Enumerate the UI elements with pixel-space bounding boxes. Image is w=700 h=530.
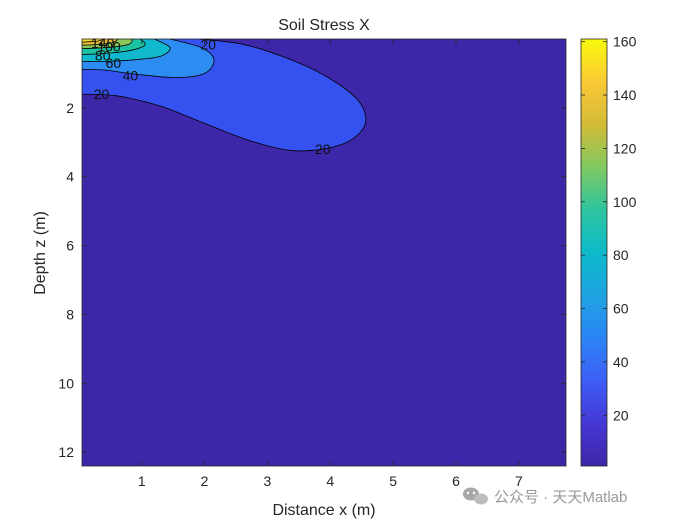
colorbar-tick-label-80: 80	[613, 247, 629, 263]
contour-fill-140	[82, 39, 104, 43]
contour-line-80	[82, 39, 146, 55]
contour-line-40	[82, 39, 215, 79]
x-tick-label-5: 5	[389, 473, 397, 489]
watermark-text: 公众号 · 天天Matlab	[494, 489, 627, 506]
wechat-icon	[463, 487, 488, 505]
contour-line-100	[82, 39, 133, 49]
x-tick-label-3: 3	[264, 473, 272, 489]
y-tick-label-4: 4	[66, 169, 74, 185]
colorbar-tick-label-100: 100	[613, 194, 637, 210]
colorbar	[580, 38, 608, 467]
colorbar-tick-label-140: 140	[613, 87, 637, 103]
axes-box	[81, 38, 567, 467]
y-tick-label-12: 12	[58, 444, 74, 460]
contour-label-140: 140	[91, 35, 115, 51]
y-tick-label-6: 6	[66, 238, 74, 254]
colorbar-tick-label-120: 120	[613, 140, 637, 156]
colorbar-tick-label-160: 160	[613, 34, 637, 50]
x-tick-label-2: 2	[201, 473, 209, 489]
colorbar-tick-label-60: 60	[613, 301, 629, 317]
y-axis-ticks: 2 4 6 8 10 12	[58, 100, 566, 460]
contour-label-80: 80	[95, 48, 111, 64]
contour-line-120	[82, 39, 119, 46]
colorbar-ticks: 20 40 60 80 100 120 140 160	[581, 34, 637, 423]
x-tick-label-1: 1	[138, 473, 146, 489]
y-tick-label-2: 2	[66, 100, 74, 116]
chart-title: Soil Stress X	[278, 17, 370, 34]
contour-line-20	[82, 39, 367, 152]
x-tick-label-6: 6	[452, 473, 460, 489]
colorbar-tick-label-40: 40	[613, 354, 629, 370]
y-axis-label: Depth z (m)	[32, 211, 49, 295]
contour-label-20: 20	[94, 86, 110, 102]
watermark: 公众号 · 天天Matlab	[463, 487, 627, 506]
x-axis-ticks: 1 2 3 4 5 6 7	[138, 39, 523, 489]
contour-lines	[82, 39, 367, 152]
y-tick-label-8: 8	[66, 306, 74, 322]
contour-line-60	[82, 39, 171, 62]
contour-label-60: 60	[106, 55, 122, 71]
x-tick-label-4: 4	[326, 473, 334, 489]
x-tick-label-7: 7	[515, 473, 523, 489]
x-axis-label: Distance x (m)	[272, 502, 375, 519]
y-tick-label-10: 10	[58, 375, 74, 391]
contour-line-140	[82, 39, 105, 43]
contour-label-100: 100	[97, 39, 121, 55]
colorbar-tick-label-20: 20	[613, 407, 629, 423]
contour-label-20: 20	[315, 141, 331, 157]
contour-label-40: 40	[123, 68, 139, 84]
